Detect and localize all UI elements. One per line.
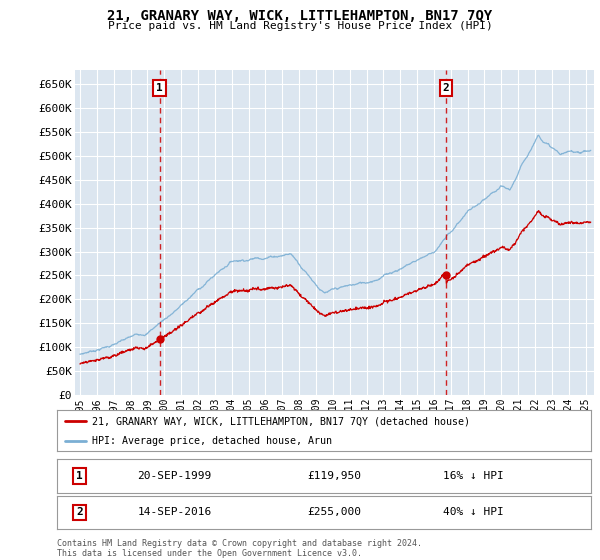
Text: Price paid vs. HM Land Registry's House Price Index (HPI): Price paid vs. HM Land Registry's House …: [107, 21, 493, 31]
Text: 40% ↓ HPI: 40% ↓ HPI: [443, 507, 504, 517]
Text: 14-SEP-2016: 14-SEP-2016: [137, 507, 212, 517]
Text: 2: 2: [443, 83, 449, 93]
Text: 20-SEP-1999: 20-SEP-1999: [137, 471, 212, 481]
Text: This data is licensed under the Open Government Licence v3.0.: This data is licensed under the Open Gov…: [57, 549, 362, 558]
Text: 21, GRANARY WAY, WICK, LITTLEHAMPTON, BN17 7QY: 21, GRANARY WAY, WICK, LITTLEHAMPTON, BN…: [107, 9, 493, 23]
Text: 2: 2: [76, 507, 83, 517]
Text: 1: 1: [156, 83, 163, 93]
Text: HPI: Average price, detached house, Arun: HPI: Average price, detached house, Arun: [92, 436, 332, 446]
Text: 16% ↓ HPI: 16% ↓ HPI: [443, 471, 504, 481]
Text: 1: 1: [76, 471, 83, 481]
Text: Contains HM Land Registry data © Crown copyright and database right 2024.: Contains HM Land Registry data © Crown c…: [57, 539, 422, 548]
Text: £255,000: £255,000: [308, 507, 362, 517]
Text: 21, GRANARY WAY, WICK, LITTLEHAMPTON, BN17 7QY (detached house): 21, GRANARY WAY, WICK, LITTLEHAMPTON, BN…: [92, 417, 470, 426]
Text: £119,950: £119,950: [308, 471, 362, 481]
